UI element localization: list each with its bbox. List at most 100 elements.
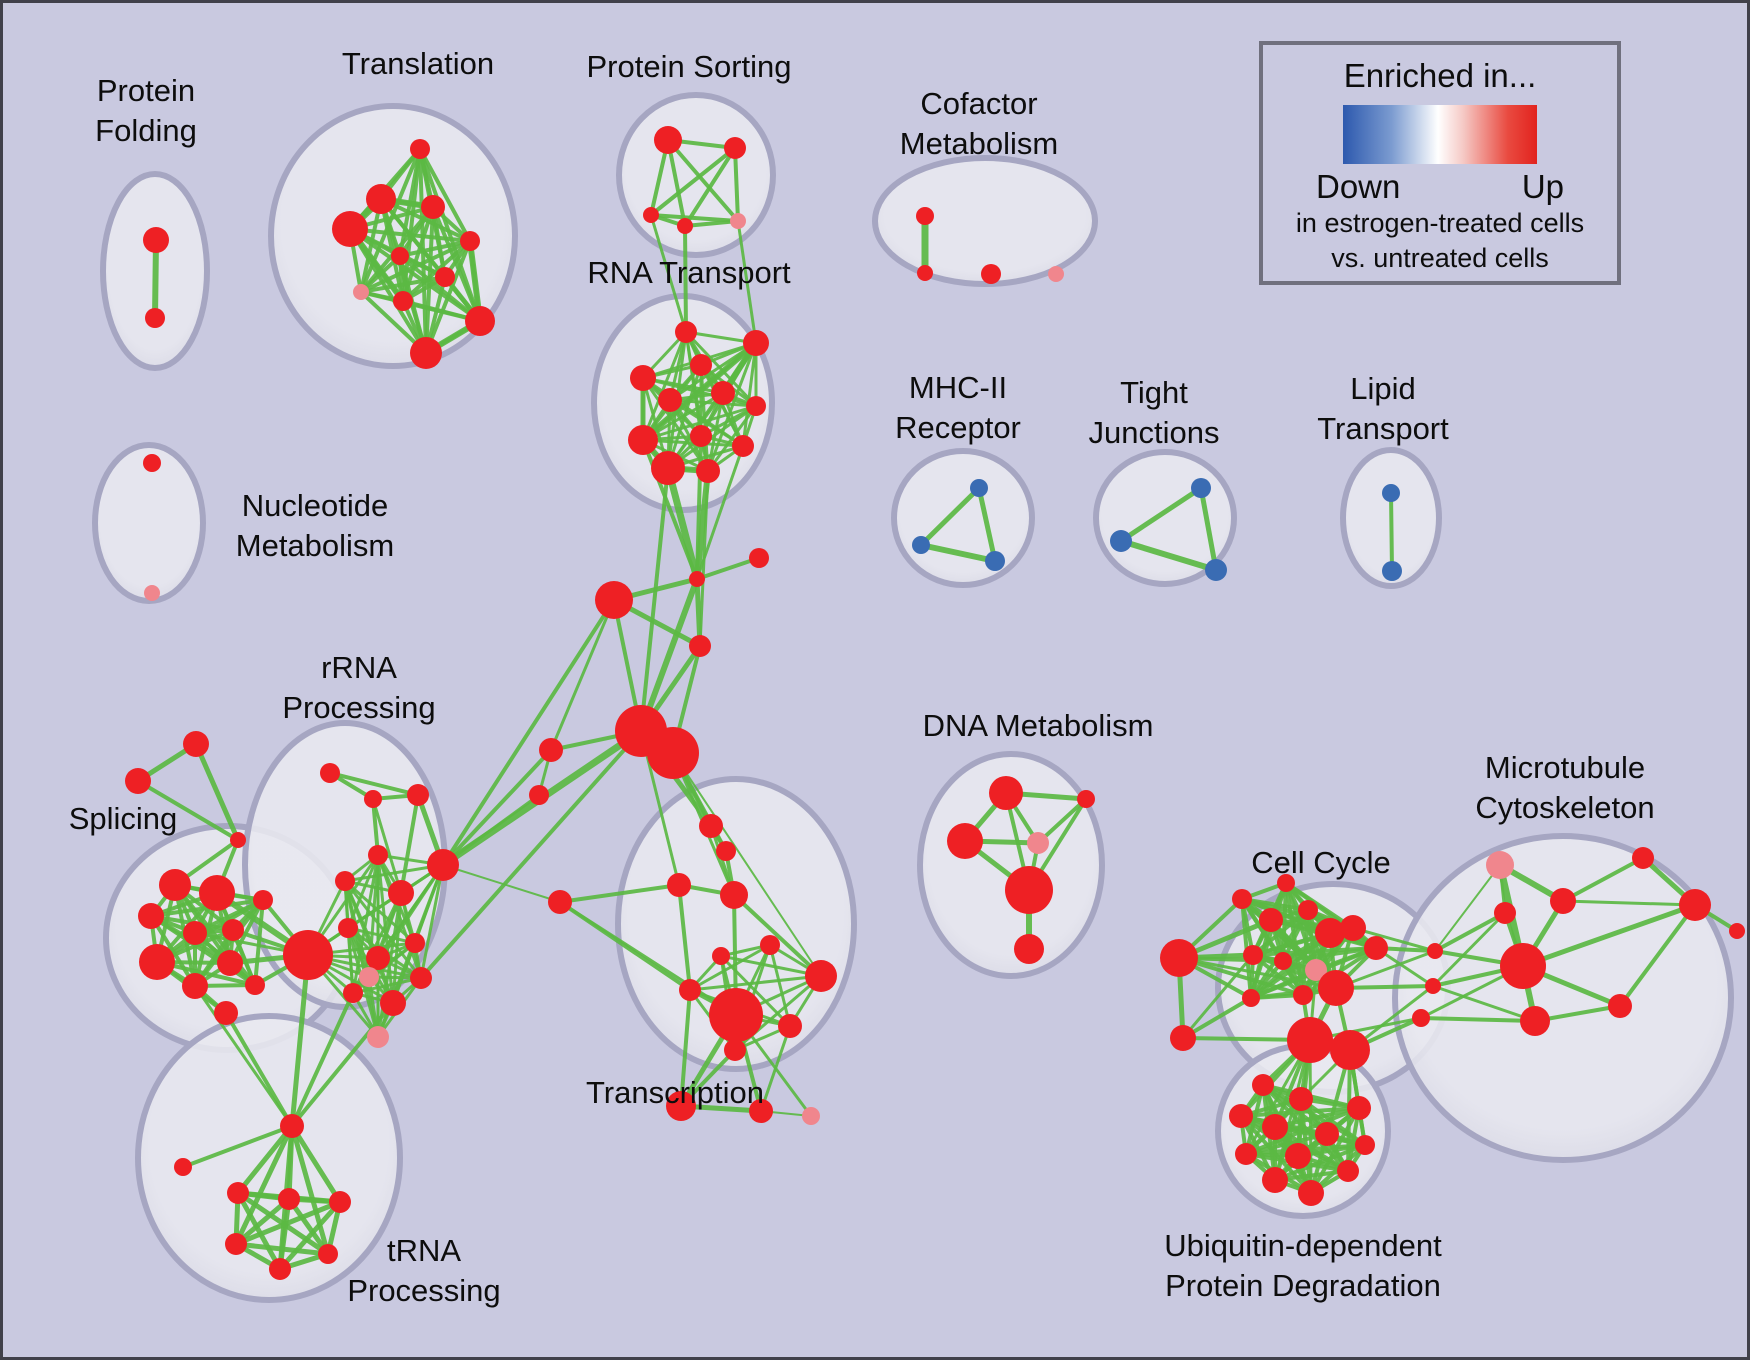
gene-set-node-up (1330, 1030, 1370, 1070)
gene-set-node-up (138, 903, 164, 929)
gene-set-node-up (743, 330, 769, 356)
edge (666, 138, 687, 228)
cluster-labels-layer: Protein Folding Translation Protein Sorting… (69, 46, 1655, 1308)
gene-set-node-slightly-up (367, 1026, 389, 1048)
gene-set-node-up (159, 869, 191, 901)
edge (558, 900, 738, 1017)
edge (441, 793, 541, 867)
edge (706, 391, 725, 473)
gene-set-node-up (1285, 1143, 1311, 1169)
cluster-label-mhc-ii-receptor: Receptor (895, 410, 1021, 445)
gene-set-node-up (1243, 945, 1263, 965)
gene-set-node-up (407, 784, 429, 806)
gene-set-node-up (427, 849, 459, 881)
edge (649, 213, 688, 334)
edge (328, 771, 420, 797)
gene-set-node-up (318, 1244, 338, 1264)
edge (679, 988, 692, 1108)
cluster-label-translation: Translation (342, 46, 494, 81)
gene-set-node-up (139, 944, 175, 980)
gene-set-node-up (343, 983, 363, 1003)
edge (290, 991, 355, 1128)
cluster-label-protein-folding: Folding (95, 113, 197, 148)
edge (1249, 881, 1288, 1000)
edge (1308, 1038, 1313, 1195)
gene-set-node-up (253, 890, 273, 910)
gene-set-node-up (143, 227, 169, 253)
gene-set-node-up (1729, 923, 1745, 939)
cluster-label-microtubule-cytoskeleton: Microtubule (1485, 750, 1645, 785)
gene-set-node-up (711, 381, 735, 405)
gene-set-node-up (690, 354, 712, 376)
legend-up-label: Up (1521, 168, 1564, 205)
edge (286, 1196, 331, 1257)
edge (1281, 881, 1288, 963)
gene-set-node-up (1550, 888, 1576, 914)
gene-set-node-up (199, 875, 235, 911)
gene-set-node-up (1252, 1074, 1274, 1096)
gene-set-node-up (1355, 1135, 1375, 1155)
gene-set-node-up (1274, 952, 1292, 970)
gene-set-node-up (1005, 866, 1053, 914)
cluster-label-microtubule-cytoskeleton: Cytoskeleton (1475, 790, 1654, 825)
gene-set-node-slightly-up (144, 585, 160, 601)
cluster-label-tight-junctions: Junctions (1089, 415, 1220, 450)
legend-subtitle-line1: in estrogen-treated cells (1295, 208, 1585, 238)
edge (1177, 956, 1305, 997)
edge (683, 224, 688, 334)
edge (688, 974, 823, 992)
edge (253, 898, 265, 987)
gene-set-node-up (778, 1014, 802, 1038)
gene-set-node-up (709, 988, 763, 1042)
gene-set-node-up (1412, 1009, 1430, 1027)
gene-set-node-up (916, 207, 934, 225)
gene-set-node-up (1340, 915, 1366, 941)
edge (1520, 902, 1698, 969)
edge (235, 1190, 283, 1272)
gene-set-node-up (410, 967, 432, 989)
edge (641, 404, 758, 442)
gene-set-node-up (1160, 939, 1198, 977)
edge (640, 340, 759, 443)
edge (289, 1123, 331, 1257)
cluster-ellipse-microtubule-cytoskeleton (1392, 833, 1734, 1163)
gene-set-node-up (1494, 902, 1516, 924)
gene-set-node-up (278, 1188, 300, 1210)
gene-set-node-up (1259, 908, 1283, 932)
gene-set-node-up (749, 548, 769, 568)
cluster-label-dna-metabolism: DNA Metabolism (923, 708, 1154, 743)
cluster-label-rrna-processing: rRNA (321, 650, 397, 685)
edge (343, 879, 417, 945)
edge (1284, 881, 1338, 990)
gene-set-node-up (320, 763, 340, 783)
edge (346, 926, 355, 995)
gene-set-node-up (183, 731, 209, 757)
edge (1561, 856, 1645, 903)
cluster-label-ubiquitin-dependent-protein-degradation: Ubiquitin-dependent (1164, 1228, 1442, 1263)
edge (918, 485, 982, 548)
gene-set-node-up (460, 231, 480, 251)
cluster-label-trna-processing: tRNA (387, 1233, 461, 1268)
edge (706, 341, 758, 473)
gene-set-node-up (364, 790, 382, 808)
gene-set-node-up (225, 1233, 247, 1255)
edge (351, 853, 380, 995)
gene-set-node-up (125, 768, 151, 794)
gene-set-node-up (335, 871, 355, 891)
gene-set-node-up (651, 451, 685, 485)
gene-set-node-up (380, 990, 406, 1016)
edge (688, 943, 772, 992)
edge (1434, 864, 1501, 952)
edge (224, 1011, 294, 1128)
gene-set-node-up (696, 459, 720, 483)
gene-set-node-down (1205, 559, 1227, 581)
cluster-ellipse-dna-metabolism (917, 751, 1105, 979)
gene-set-node-up (595, 581, 633, 619)
gene-set-node-up (1298, 900, 1318, 920)
cluster-label-transcription: Transcription (586, 1075, 764, 1110)
gene-set-node-up (1242, 989, 1260, 1007)
edge (441, 598, 616, 867)
edge (1431, 911, 1507, 988)
gene-set-node-up (145, 308, 165, 328)
gene-set-node-slightly-up (1305, 959, 1327, 981)
